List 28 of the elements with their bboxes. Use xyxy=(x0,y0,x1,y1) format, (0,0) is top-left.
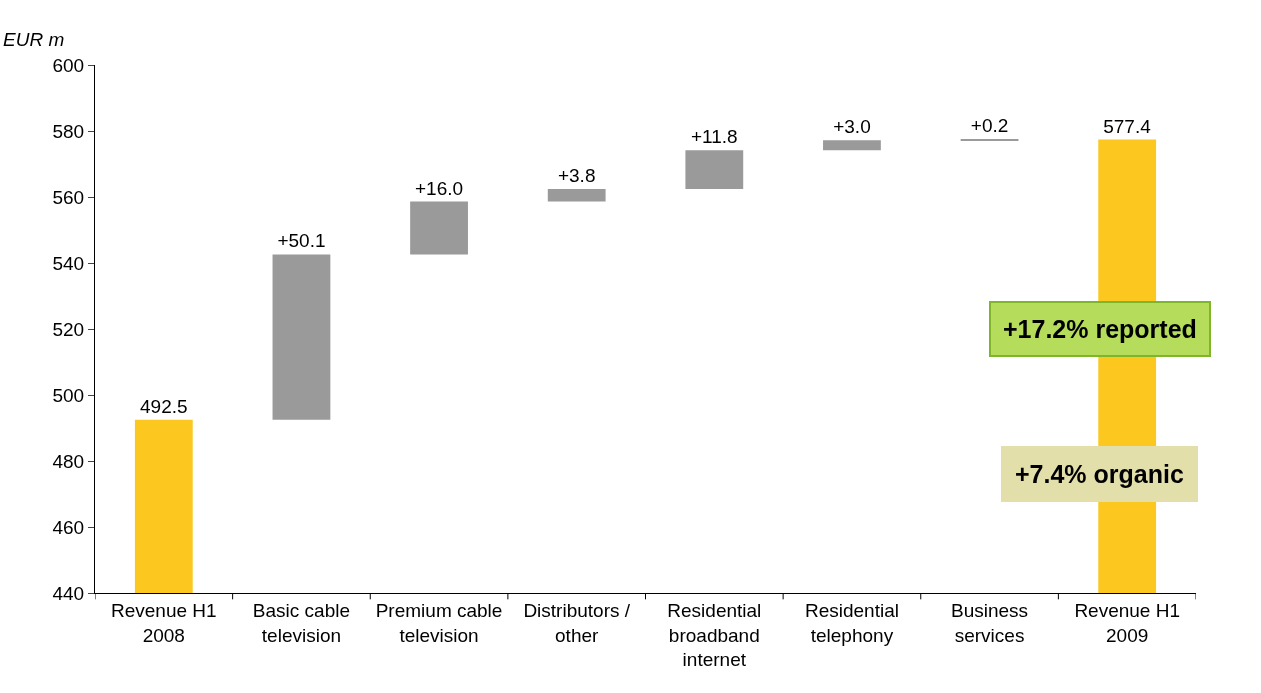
annotation: +7.4% organic xyxy=(1015,460,1184,488)
data-label: +0.2 xyxy=(970,115,1009,136)
data-label: +3.0 xyxy=(833,116,871,138)
y-axis-title: EUR m xyxy=(3,29,65,50)
annotation: +17.2% reported xyxy=(1003,315,1197,343)
y-tick-label: 520 xyxy=(52,318,85,340)
y-tick-label: 480 xyxy=(52,450,85,472)
data-label: +11.8 xyxy=(690,126,738,148)
x-tick-label: Revenue H1 2009 xyxy=(1074,599,1180,646)
data-label: +50.1 xyxy=(277,230,326,252)
y-tick-label: 540 xyxy=(52,252,85,274)
y-tick-label: 600 xyxy=(52,54,85,76)
x-tick-label: Residential telephony xyxy=(804,599,899,646)
x-tick-label: Premium cable television xyxy=(375,599,503,646)
x-tick-label: Business services xyxy=(951,599,1029,646)
y-tick-label: 580 xyxy=(52,120,85,142)
x-tick-label: Revenue H1 2008 xyxy=(111,599,217,646)
data-label: +3.8 xyxy=(557,165,596,187)
x-tick-label: Basic cable television xyxy=(252,599,351,646)
data-label: 577.4 xyxy=(1103,115,1152,137)
y-tick-label: 560 xyxy=(52,186,85,208)
y-tick-label: 440 xyxy=(52,582,85,604)
data-label: 492.5 xyxy=(140,395,188,417)
x-tick-label: Residential broadband internet xyxy=(667,599,762,671)
data-label: +16.0 xyxy=(415,177,464,199)
y-tick-label: 460 xyxy=(52,516,85,538)
x-tick-label: Distributors / other xyxy=(523,599,631,646)
y-tick-label: 500 xyxy=(52,384,85,406)
